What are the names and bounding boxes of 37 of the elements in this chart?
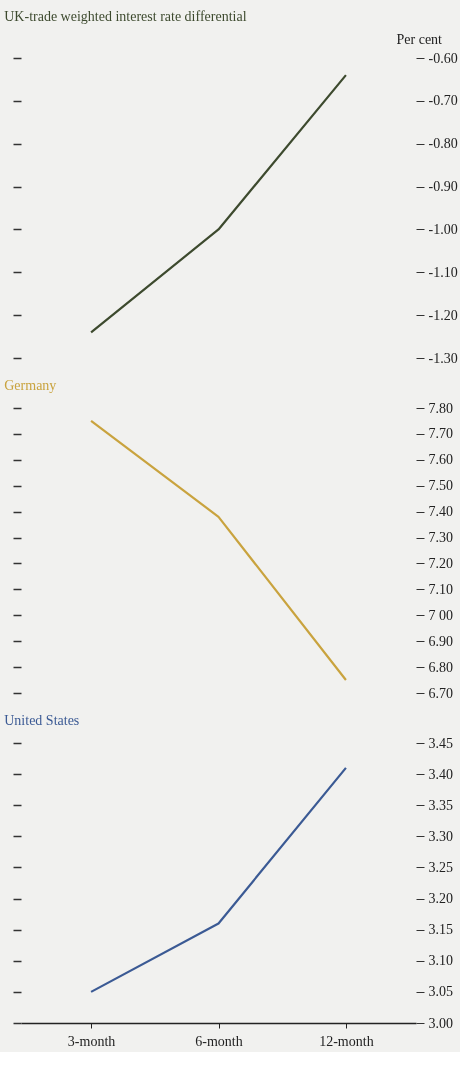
y-tick-label: -1.30	[428, 350, 458, 366]
y-tick-label: 3.30	[428, 828, 453, 844]
y-tick-label: 3.15	[428, 922, 453, 938]
y-tick-label: 7.40	[428, 504, 453, 520]
x-tick-label: 12-month	[319, 1033, 374, 1049]
y-tick-label: 6.70	[428, 685, 453, 701]
y-tick-label: 7 00	[428, 607, 453, 623]
y-tick-label: 3.25	[428, 859, 453, 875]
y-tick-label: -0.60	[428, 50, 458, 66]
y-tick-label: 7.20	[428, 555, 453, 571]
y-tick-label: 3.00	[428, 1015, 453, 1031]
y-tick-label: 3.10	[428, 953, 453, 969]
y-tick-label: -1.20	[428, 307, 458, 323]
y-tick-label: 3.40	[428, 766, 453, 782]
y-axis-title: Per cent	[396, 31, 443, 47]
y-tick-label: 6.80	[428, 659, 453, 675]
y-tick-label: -0.90	[428, 179, 458, 195]
y-tick-label: 7.80	[428, 400, 453, 416]
y-tick-label: 6.90	[428, 633, 453, 649]
y-tick-label: 7.50	[428, 478, 453, 494]
x-tick-label: 6-month	[195, 1033, 243, 1049]
chart-title: United States	[4, 713, 80, 728]
y-tick-label: 7.30	[428, 530, 453, 546]
y-tick-label: -1.10	[428, 264, 458, 280]
y-tick-label: 7.10	[428, 581, 453, 597]
y-tick-label: 3.45	[428, 735, 453, 751]
y-tick-label: 3.35	[428, 797, 453, 813]
chart-title: Germany	[4, 378, 57, 393]
y-tick-label: -1.00	[428, 221, 458, 237]
y-tick-label: 7.60	[428, 452, 453, 468]
x-tick-label: 3-month	[67, 1033, 116, 1049]
y-tick-label: 3.20	[428, 891, 453, 907]
y-tick-label: -0.80	[428, 136, 458, 152]
y-tick-label: 3.05	[428, 984, 453, 1000]
y-tick-label: -0.70	[428, 93, 458, 109]
y-tick-label: 7.70	[428, 426, 453, 442]
chart-title: UK-trade weighted interest rate differential	[4, 9, 247, 24]
